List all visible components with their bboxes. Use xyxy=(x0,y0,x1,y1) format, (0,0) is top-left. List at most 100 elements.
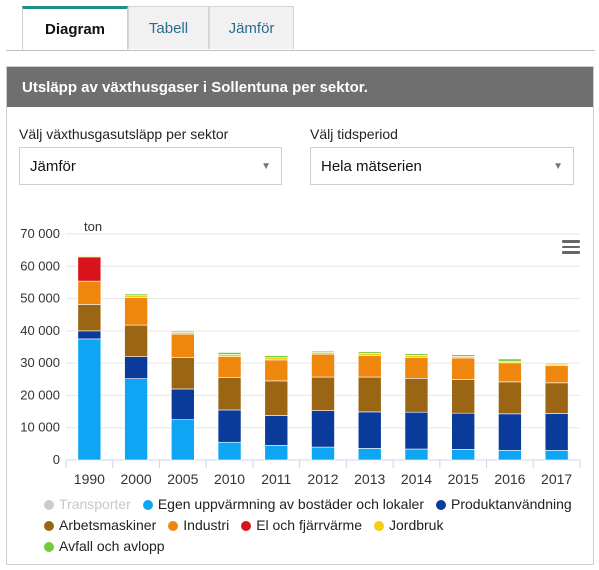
chart-panel: Utsläpp av växthusgaser i Sollentuna per… xyxy=(6,66,594,565)
bar-segment[interactable] xyxy=(217,352,242,355)
bar-segment[interactable] xyxy=(77,338,102,461)
bar-segment[interactable] xyxy=(451,379,475,414)
x-tick-label: 2005 xyxy=(167,471,198,487)
tab-diagram[interactable]: Diagram xyxy=(22,6,128,50)
bar-segment[interactable] xyxy=(451,412,475,450)
bar-segment[interactable] xyxy=(124,378,148,461)
bar-segment[interactable] xyxy=(171,388,195,420)
bar-segment[interactable] xyxy=(217,441,242,461)
legend-label: Produktanvändning xyxy=(451,496,572,512)
legend-marker xyxy=(374,521,384,531)
bar-segment[interactable] xyxy=(357,376,382,413)
bar-segment[interactable] xyxy=(77,256,102,282)
bar-segment[interactable] xyxy=(217,356,242,378)
bar-segment[interactable] xyxy=(217,377,242,411)
chevron-down-icon: ▼ xyxy=(261,161,271,172)
legend-item[interactable]: Industri xyxy=(168,515,229,536)
legend-item[interactable]: Arbetsmaskiner xyxy=(44,515,156,536)
bar-segment[interactable] xyxy=(451,354,475,357)
bar-segment[interactable] xyxy=(544,413,569,451)
bar-segment[interactable] xyxy=(498,413,522,451)
legend-label: Egen uppvärmning av bostäder och lokaler xyxy=(157,496,425,512)
legend-item[interactable]: El och fjärrvärme xyxy=(241,515,362,536)
legend-item[interactable]: Jordbruk xyxy=(374,515,443,536)
bar-segment[interactable] xyxy=(404,378,429,413)
x-tick-label: 2000 xyxy=(121,471,152,487)
unit-label: ton xyxy=(84,219,102,234)
bar-segment[interactable] xyxy=(404,448,429,461)
bar-segment[interactable] xyxy=(544,450,569,461)
bar-segment[interactable] xyxy=(171,333,195,358)
tab-jamfor[interactable]: Jämför xyxy=(209,6,294,49)
bar-segment[interactable] xyxy=(217,409,242,443)
legend-item[interactable]: Egen uppvärmning av bostäder och lokaler xyxy=(142,494,425,515)
bar-segment[interactable] xyxy=(264,359,289,382)
y-tick-label: 20 000 xyxy=(20,387,60,402)
bar-segment[interactable] xyxy=(357,411,382,449)
bar-segment[interactable] xyxy=(264,357,289,361)
bar-segment[interactable] xyxy=(544,382,569,414)
x-tick-label: 2011 xyxy=(261,471,291,487)
legend-label: Jordbruk xyxy=(389,517,444,533)
bar-segment[interactable] xyxy=(77,280,102,305)
bar-segment[interactable] xyxy=(77,304,102,332)
bar-segment[interactable] xyxy=(124,356,148,379)
legend-label: Industri xyxy=(183,517,230,533)
legend-marker xyxy=(142,500,153,510)
x-tick-label: 2012 xyxy=(307,471,338,487)
bar-segment[interactable] xyxy=(311,376,335,411)
bar-segment[interactable] xyxy=(171,357,195,390)
bar-segment[interactable] xyxy=(544,362,569,365)
bar-segment[interactable] xyxy=(171,419,195,461)
bar-segment[interactable] xyxy=(357,448,382,461)
y-tick-label: 60 000 xyxy=(20,258,60,273)
x-tick-label: 2013 xyxy=(354,471,385,487)
bar-segment[interactable] xyxy=(77,330,102,340)
bar-segment[interactable] xyxy=(451,449,475,461)
bar-segment[interactable] xyxy=(264,355,289,358)
bar-segment[interactable] xyxy=(544,365,569,384)
legend-item[interactable]: Avfall och avlopp xyxy=(44,536,165,557)
x-tick-label: 2016 xyxy=(494,471,525,487)
bar-segment[interactable] xyxy=(124,297,148,326)
legend-marker xyxy=(44,500,54,510)
bar-segment[interactable] xyxy=(404,353,429,356)
bar-segment[interactable] xyxy=(311,353,335,378)
legend-label: Transporter xyxy=(59,496,131,512)
x-tick-label: 2010 xyxy=(214,471,245,487)
tab-tabell[interactable]: Tabell xyxy=(128,6,209,49)
x-tick-label: 1990 xyxy=(74,471,105,487)
bar-segment[interactable] xyxy=(264,445,289,461)
bar-segment[interactable] xyxy=(357,351,382,354)
hamburger-menu-icon[interactable] xyxy=(562,240,580,254)
bar-segment[interactable] xyxy=(357,355,382,378)
period-select[interactable]: Hela mätserien ▼ xyxy=(310,147,574,185)
bar-segment[interactable] xyxy=(77,255,102,257)
bar-segment[interactable] xyxy=(124,324,148,357)
legend-label: Arbetsmaskiner xyxy=(59,517,157,533)
view-tabs: Diagram Tabell Jämför xyxy=(6,0,595,51)
bar-segment[interactable] xyxy=(404,411,429,450)
bar-segment[interactable] xyxy=(264,415,289,446)
sector-select[interactable]: Jämför ▼ xyxy=(19,147,282,185)
bar-segment[interactable] xyxy=(498,358,522,362)
bar-segment[interactable] xyxy=(498,381,522,415)
bar-segment[interactable] xyxy=(311,350,335,353)
legend-item[interactable]: Transporter xyxy=(44,494,131,515)
x-tick-label: 2014 xyxy=(401,471,432,487)
x-tick-label: 2015 xyxy=(448,471,479,487)
bar-segment[interactable] xyxy=(217,354,242,357)
bar-segment[interactable] xyxy=(124,293,148,296)
y-tick-label: 40 000 xyxy=(20,323,60,338)
bar-segment[interactable] xyxy=(498,450,522,461)
bar-segment[interactable] xyxy=(404,357,429,379)
bar-segment[interactable] xyxy=(171,330,195,333)
bar-segment[interactable] xyxy=(451,357,475,380)
y-tick-label: 30 000 xyxy=(20,355,60,370)
bar-segment[interactable] xyxy=(311,410,335,448)
legend-item[interactable]: Produktanvändning xyxy=(436,494,572,515)
bar-segment[interactable] xyxy=(264,380,289,416)
bar-segment[interactable] xyxy=(311,446,335,461)
bar-segment[interactable] xyxy=(498,362,522,383)
